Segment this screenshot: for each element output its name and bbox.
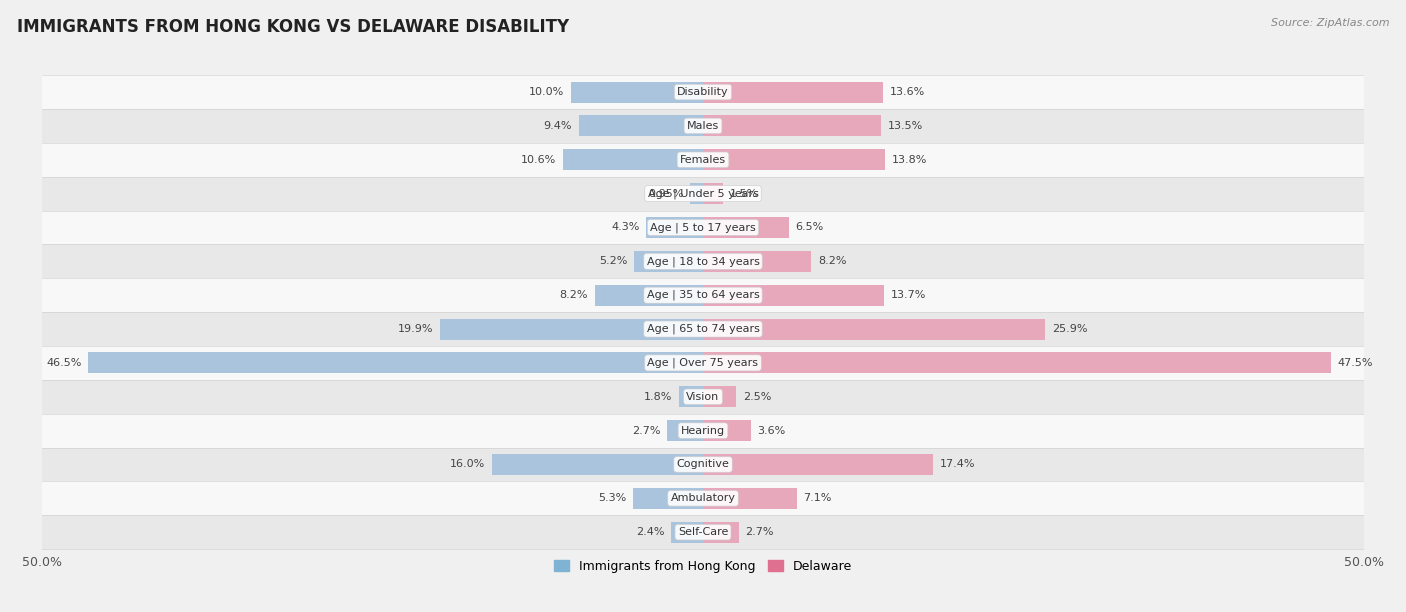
Text: Age | Under 5 years: Age | Under 5 years: [648, 188, 758, 199]
Text: 8.2%: 8.2%: [818, 256, 846, 266]
Bar: [42, 447, 1364, 482]
Bar: [703, 285, 884, 305]
Text: Source: ZipAtlas.com: Source: ZipAtlas.com: [1271, 18, 1389, 28]
Bar: [703, 386, 737, 407]
Text: Age | 65 to 74 years: Age | 65 to 74 years: [647, 324, 759, 334]
Bar: [703, 488, 797, 509]
Bar: [671, 521, 703, 543]
Bar: [703, 353, 1330, 373]
Bar: [703, 454, 934, 475]
Text: Ambulatory: Ambulatory: [671, 493, 735, 503]
Text: 19.9%: 19.9%: [398, 324, 433, 334]
Bar: [703, 521, 738, 543]
Text: Females: Females: [681, 155, 725, 165]
Bar: [42, 211, 1364, 244]
Text: 8.2%: 8.2%: [560, 290, 588, 300]
Text: 25.9%: 25.9%: [1052, 324, 1087, 334]
Text: 13.6%: 13.6%: [890, 87, 925, 97]
Text: 5.2%: 5.2%: [599, 256, 627, 266]
Bar: [42, 312, 1364, 346]
Bar: [440, 319, 703, 340]
Text: 5.3%: 5.3%: [598, 493, 626, 503]
Text: 2.5%: 2.5%: [742, 392, 770, 401]
Bar: [42, 482, 1364, 515]
Text: 6.5%: 6.5%: [796, 223, 824, 233]
Text: Age | Over 75 years: Age | Over 75 years: [648, 357, 758, 368]
Text: Males: Males: [688, 121, 718, 131]
Bar: [595, 285, 703, 305]
Bar: [703, 251, 811, 272]
Bar: [42, 177, 1364, 211]
Bar: [703, 319, 1045, 340]
Text: 10.6%: 10.6%: [522, 155, 557, 165]
Legend: Immigrants from Hong Kong, Delaware: Immigrants from Hong Kong, Delaware: [548, 555, 858, 578]
Bar: [42, 515, 1364, 549]
Bar: [42, 75, 1364, 109]
Text: 3.6%: 3.6%: [758, 425, 786, 436]
Bar: [492, 454, 703, 475]
Text: 2.4%: 2.4%: [636, 527, 665, 537]
Text: 2.7%: 2.7%: [745, 527, 773, 537]
Bar: [690, 183, 703, 204]
Text: 1.8%: 1.8%: [644, 392, 672, 401]
Text: 0.95%: 0.95%: [648, 188, 683, 199]
Text: 17.4%: 17.4%: [939, 460, 976, 469]
Bar: [703, 116, 882, 136]
Bar: [42, 414, 1364, 447]
Text: 1.5%: 1.5%: [730, 188, 758, 199]
Bar: [42, 244, 1364, 278]
Text: Age | 5 to 17 years: Age | 5 to 17 years: [650, 222, 756, 233]
Bar: [647, 217, 703, 238]
Text: 2.7%: 2.7%: [633, 425, 661, 436]
Bar: [703, 217, 789, 238]
Text: 13.5%: 13.5%: [889, 121, 924, 131]
Text: 46.5%: 46.5%: [46, 358, 82, 368]
Text: 9.4%: 9.4%: [544, 121, 572, 131]
Bar: [633, 488, 703, 509]
Text: 4.3%: 4.3%: [612, 223, 640, 233]
Text: Cognitive: Cognitive: [676, 460, 730, 469]
Text: 10.0%: 10.0%: [529, 87, 564, 97]
Text: 13.7%: 13.7%: [890, 290, 927, 300]
Text: 7.1%: 7.1%: [803, 493, 832, 503]
Bar: [679, 386, 703, 407]
Text: 47.5%: 47.5%: [1337, 358, 1372, 368]
Bar: [562, 149, 703, 170]
Text: 16.0%: 16.0%: [450, 460, 485, 469]
Bar: [89, 353, 703, 373]
Bar: [703, 420, 751, 441]
Text: IMMIGRANTS FROM HONG KONG VS DELAWARE DISABILITY: IMMIGRANTS FROM HONG KONG VS DELAWARE DI…: [17, 18, 569, 36]
Bar: [668, 420, 703, 441]
Bar: [42, 346, 1364, 380]
Bar: [703, 149, 886, 170]
Text: Disability: Disability: [678, 87, 728, 97]
Bar: [571, 81, 703, 103]
Text: Hearing: Hearing: [681, 425, 725, 436]
Text: Self-Care: Self-Care: [678, 527, 728, 537]
Bar: [634, 251, 703, 272]
Bar: [42, 143, 1364, 177]
Text: Age | 18 to 34 years: Age | 18 to 34 years: [647, 256, 759, 267]
Bar: [42, 278, 1364, 312]
Text: Vision: Vision: [686, 392, 720, 401]
Bar: [703, 81, 883, 103]
Bar: [579, 116, 703, 136]
Bar: [42, 380, 1364, 414]
Text: 13.8%: 13.8%: [891, 155, 928, 165]
Bar: [42, 109, 1364, 143]
Text: Age | 35 to 64 years: Age | 35 to 64 years: [647, 290, 759, 300]
Bar: [703, 183, 723, 204]
